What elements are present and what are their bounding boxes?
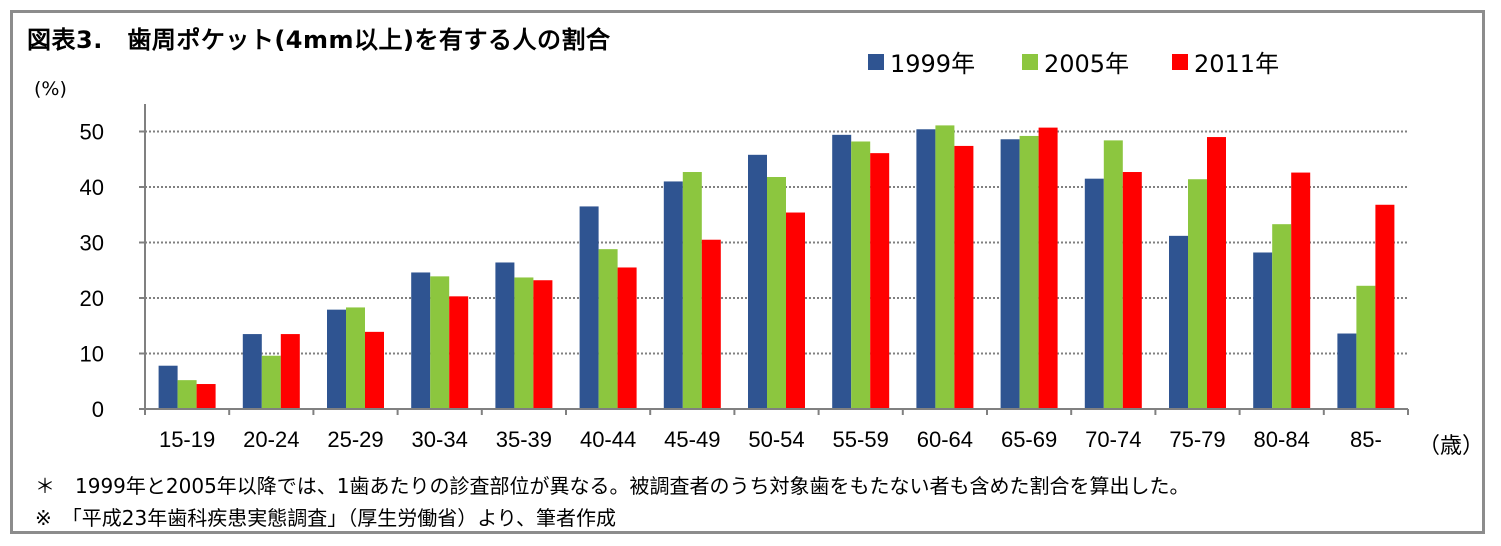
bar-1999年-75-79 xyxy=(1169,235,1188,409)
legend-item-1999: 1999年 xyxy=(868,44,975,79)
bar-2005年-55-59 xyxy=(851,141,871,410)
x-axis-unit: （歳） xyxy=(1418,434,1485,459)
bar-1999年-45-49 xyxy=(663,181,683,409)
chart-frame xyxy=(10,10,1485,534)
footnote-method: ＊ 1999年と2005年以降では、1歯あたりの診査部位が異なる。被調査者のうち… xyxy=(35,474,1190,498)
bar-2005年-25-29 xyxy=(346,307,365,409)
bar-2011年-30-34 xyxy=(449,296,469,409)
bar-1999年-55-59 xyxy=(832,134,852,409)
legend-item-2011: 2011年 xyxy=(1172,44,1279,79)
x-tick-label: 30-34 xyxy=(412,427,468,452)
y-tick-label: 10 xyxy=(80,342,104,367)
x-tick-label: 70-74 xyxy=(1085,427,1141,452)
bar-1999年-20-24 xyxy=(242,334,262,409)
bar-2005年-35-39 xyxy=(514,277,534,409)
x-tick-label: 80-84 xyxy=(1254,427,1310,452)
legend-swatch-1999 xyxy=(868,53,884,70)
x-tick-label: 75-79 xyxy=(1169,427,1225,452)
bar-2011年-40-44 xyxy=(617,267,637,409)
bar-2011年-60-64 xyxy=(954,145,974,409)
bar-1999年-70-74 xyxy=(1084,178,1104,409)
bar-2011年-45-49 xyxy=(701,239,721,409)
legend-swatch-2005 xyxy=(1022,53,1038,70)
bar-2005年-40-44 xyxy=(598,249,618,409)
bar-2011年-80-84 xyxy=(1291,172,1311,409)
bar-1999年-65-69 xyxy=(1000,139,1020,409)
chart-title: 図表3. 歯周ポケット(4mm以上)を有する人の割合 xyxy=(27,26,611,54)
footnote-source: ※ 「平成23年歯科疾患実態調査」（厚生労働省）より、筆者作成 xyxy=(35,506,617,530)
legend-item-2005: 2005年 xyxy=(1022,44,1129,79)
y-tick-label: 40 xyxy=(80,175,104,200)
bar-1999年-85- xyxy=(1337,333,1357,409)
x-tick-label: 40-44 xyxy=(580,427,636,452)
bar-2011年-65-69 xyxy=(1038,127,1058,410)
bar-1999年-40-44 xyxy=(579,206,599,409)
bar-2005年-70-74 xyxy=(1103,140,1123,409)
bar-1999年-50-54 xyxy=(748,154,767,409)
legend-swatch-2011 xyxy=(1172,53,1188,70)
bar-2005年-50-54 xyxy=(767,177,786,409)
bar-2011年-70-74 xyxy=(1122,172,1142,409)
bar-2005年-65-69 xyxy=(1019,135,1039,409)
bar-1999年-25-29 xyxy=(327,309,346,409)
bar-2005年-15-19 xyxy=(177,380,197,409)
bar-1999年-80-84 xyxy=(1253,252,1273,409)
bar-1999年-15-19 xyxy=(158,365,178,409)
y-tick-label: 50 xyxy=(80,120,104,145)
x-tick-label: 60-64 xyxy=(917,427,973,452)
bar-2011年-15-19 xyxy=(196,384,216,409)
x-tick-label: 85- xyxy=(1350,427,1382,452)
y-tick-label: 20 xyxy=(80,286,104,311)
bar-2005年-20-24 xyxy=(261,355,281,409)
bar-2005年-45-49 xyxy=(682,172,702,409)
bar-1999年-35-39 xyxy=(495,262,515,409)
x-tick-label: 35-39 xyxy=(496,427,552,452)
bar-2005年-75-79 xyxy=(1188,179,1207,409)
bar-2011年-25-29 xyxy=(365,331,384,409)
bar-2005年-30-34 xyxy=(430,276,450,409)
x-tick-label: 15-19 xyxy=(159,427,215,452)
x-tick-label: 20-24 xyxy=(243,427,299,452)
y-axis-unit: (%) xyxy=(34,78,67,100)
bar-2005年-80-84 xyxy=(1272,224,1292,409)
bar-2011年-75-79 xyxy=(1207,137,1226,410)
bar-2005年-85- xyxy=(1356,285,1376,409)
y-tick-label: 0 xyxy=(92,397,104,422)
x-tick-label: 45-49 xyxy=(664,427,720,452)
legend-label-2005: 2005年 xyxy=(1044,50,1130,78)
bar-2011年-20-24 xyxy=(280,334,300,409)
legend-label-1999: 1999年 xyxy=(890,50,976,78)
x-tick-label: 65-69 xyxy=(1001,427,1057,452)
bar-1999年-30-34 xyxy=(411,272,431,409)
y-tick-label: 30 xyxy=(80,231,104,256)
bar-2005年-60-64 xyxy=(935,125,955,410)
x-tick-label: 50-54 xyxy=(748,427,804,452)
x-tick-label: 25-29 xyxy=(327,427,383,452)
bar-1999年-60-64 xyxy=(916,129,936,409)
bar-2011年-50-54 xyxy=(786,212,805,409)
x-tick-label: 55-59 xyxy=(833,427,889,452)
bar-2011年-35-39 xyxy=(533,280,553,409)
bar-2011年-55-59 xyxy=(870,153,890,409)
bar-2011年-85- xyxy=(1375,204,1395,409)
legend-label-2011: 2011年 xyxy=(1194,50,1280,78)
